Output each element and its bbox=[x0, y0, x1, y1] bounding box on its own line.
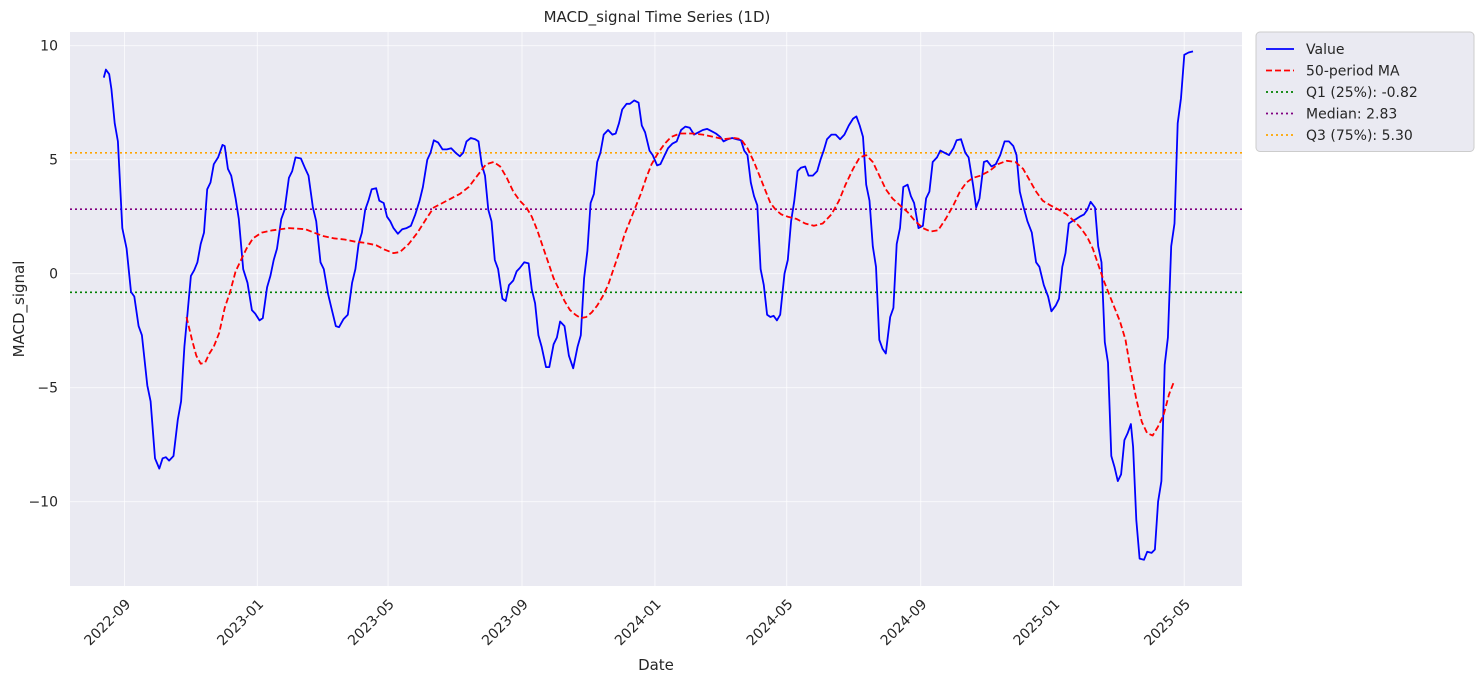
series-line bbox=[185, 132, 1175, 437]
plot-area bbox=[70, 32, 1242, 586]
legend-label: 50-period MA bbox=[1306, 64, 1400, 80]
x-tick-label: 2023-01 bbox=[214, 596, 267, 649]
x-tick-label: 2023-09 bbox=[479, 596, 532, 649]
series-line bbox=[102, 50, 1194, 561]
x-tick-label: 2023-05 bbox=[345, 596, 398, 649]
y-tick-label: 10 bbox=[40, 39, 58, 55]
x-tick-label: 2025-05 bbox=[1141, 596, 1194, 649]
y-tick-label: −10 bbox=[28, 495, 58, 511]
x-tick-label: 2024-09 bbox=[878, 596, 931, 649]
y-axis-ticks: 10 5 0 −5 −10 bbox=[28, 39, 58, 511]
x-axis-label: Date bbox=[638, 656, 674, 674]
chart-title: MACD_signal Time Series (1D) bbox=[544, 8, 771, 27]
legend-label: Q3 (75%): 5.30 bbox=[1306, 128, 1413, 144]
x-axis-ticks: 2022-09 2023-01 2023-05 2023-09 2024-01 2024-… bbox=[82, 596, 1194, 649]
legend-label: Median: 2.83 bbox=[1306, 107, 1397, 123]
x-tick-label: 2024-05 bbox=[744, 596, 797, 649]
y-tick-label: 0 bbox=[49, 267, 58, 283]
x-tick-label: 2025-01 bbox=[1011, 596, 1064, 649]
legend-box bbox=[1255, 31, 1475, 152]
series-layer bbox=[102, 50, 1194, 561]
y-tick-label: 5 bbox=[49, 153, 58, 169]
y-tick-label: −5 bbox=[37, 381, 58, 397]
x-tick-label: 2024-01 bbox=[612, 596, 665, 649]
y-axis-label: MACD_signal bbox=[10, 261, 29, 358]
legend: Value 50-period MA Q1 (25%): -0.82 Median: … bbox=[1255, 31, 1475, 152]
legend-label: Value bbox=[1306, 42, 1344, 58]
x-tick-label: 2022-09 bbox=[82, 596, 135, 649]
legend-label: Q1 (25%): -0.82 bbox=[1306, 85, 1418, 101]
